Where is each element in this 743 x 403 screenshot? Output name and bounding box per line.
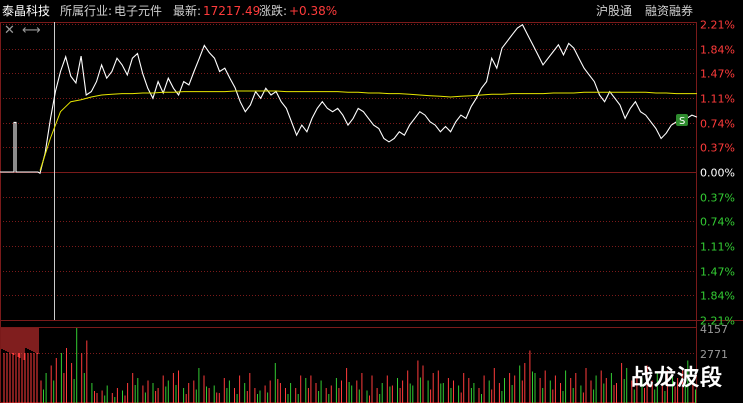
price-tick-label: 1.47%: [700, 266, 735, 279]
industry-label: 所属行业:: [60, 4, 113, 18]
expand-icon[interactable]: ⟷: [22, 23, 41, 38]
margin-trading-link[interactable]: 融资融券: [645, 4, 694, 18]
volume-bars: [1, 328, 696, 403]
watermark: 战龙波段: [631, 366, 724, 391]
price-tick-label: 0.37%: [700, 192, 735, 205]
price-tick-label: 1.11%: [700, 93, 735, 106]
price-tick-label: 0.74%: [700, 118, 735, 131]
volume-tick-label: 4157: [700, 323, 728, 336]
hk-connect-link[interactable]: 沪股通: [596, 4, 633, 18]
price-tick-label: 2.21%: [700, 315, 735, 328]
price-tick-label: 0.74%: [700, 216, 735, 229]
chart-grid: [0, 22, 743, 403]
price-tick-label: 1.84%: [700, 290, 735, 303]
price-tick-label: 0.00%: [700, 167, 735, 180]
price-tick-label: 2.21%: [700, 19, 735, 32]
price-line: [0, 23, 698, 175]
price-tick-label: 1.11%: [700, 241, 735, 254]
industry-value[interactable]: 电子元件: [114, 4, 163, 18]
average-price-line: [39, 90, 697, 171]
latest-label: 最新:: [173, 4, 202, 18]
close-icon[interactable]: ✕: [4, 23, 15, 38]
volume-tick-label: 2771: [700, 348, 728, 361]
stock-header: 泰晶科技 所属行业: 电子元件 最新: 17217.49 涨跌: +0.38% …: [0, 0, 743, 22]
latest-value: 17217.49: [203, 4, 261, 18]
price-tick-label: 1.84%: [700, 44, 735, 57]
stock-name[interactable]: 泰晶科技: [2, 4, 51, 18]
price-lines: S: [0, 23, 698, 175]
chart-toolbar: ✕ ⟷: [0, 22, 60, 40]
price-tick-label: 1.47%: [700, 68, 735, 81]
axis-labels: 2.21% 1.84% 1.47% 1.11% 0.74% 0.37% 0.00% 0.37%…: [700, 19, 735, 362]
signal-marker-box: [676, 114, 688, 126]
price-tick-label: 0.37%: [700, 142, 735, 155]
signal-marker-label: S: [679, 116, 685, 127]
change-value: +0.38%: [289, 4, 338, 18]
signal-marker: S: [676, 114, 688, 127]
change-label: 涨跌:: [259, 4, 288, 18]
